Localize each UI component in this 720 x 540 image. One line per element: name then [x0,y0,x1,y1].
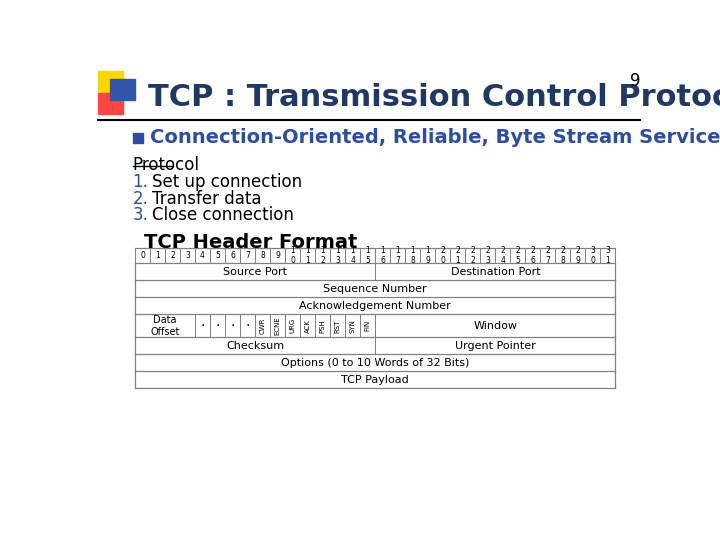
Text: 1
6: 1 6 [380,246,385,266]
Bar [110,79,135,100]
Text: 3
0: 3 0 [590,246,595,266]
Text: 8: 8 [260,251,265,260]
Text: ·: · [200,319,204,333]
Text: 1
5: 1 5 [365,246,370,266]
Text: Data
Offset: Data Offset [150,315,180,336]
Bar [132,132,143,143]
Text: 9: 9 [630,72,640,91]
Text: TCP Header Format: TCP Header Format [144,233,358,252]
Text: Sequence Number: Sequence Number [323,284,427,294]
Text: 2
8: 2 8 [561,246,565,266]
Text: Source Port: Source Port [223,267,287,277]
Text: ·: · [215,319,220,333]
Text: Destination Port: Destination Port [451,267,540,277]
Text: 2.: 2. [132,190,148,207]
Text: TCP : Transmission Control Protocol: TCP : Transmission Control Protocol [148,83,720,112]
Text: 2
3: 2 3 [485,246,490,266]
Text: 2
4: 2 4 [500,246,505,266]
Text: 6: 6 [230,251,235,260]
Text: 2: 2 [170,251,175,260]
Text: 9: 9 [275,251,280,260]
Text: Set up connection: Set up connection [152,173,302,191]
Text: Urgent Pointer: Urgent Pointer [455,341,536,351]
Text: 1
3: 1 3 [336,246,340,266]
Text: ·: · [230,319,235,333]
Text: 1
0: 1 0 [290,246,295,266]
Text: Options (0 to 10 Words of 32 Bits): Options (0 to 10 Words of 32 Bits) [281,358,469,368]
Text: RST: RST [335,319,341,333]
Text: 2
7: 2 7 [546,246,550,266]
Text: 1
2: 1 2 [320,246,325,266]
Text: 5: 5 [215,251,220,260]
Text: Acknowledgement Number: Acknowledgement Number [300,301,451,311]
Bar [98,71,122,92]
Text: 2
2: 2 2 [470,246,475,266]
Text: Close connection: Close connection [152,206,294,225]
Text: Checksum: Checksum [226,341,284,351]
Text: 0: 0 [140,251,145,260]
Text: Transfer data: Transfer data [152,190,261,207]
Text: URG: URG [289,318,296,334]
Text: FIN: FIN [365,320,371,332]
Text: 2
5: 2 5 [516,246,521,266]
Text: 2
0: 2 0 [441,246,445,266]
Text: 1.: 1. [132,173,148,191]
Text: 4: 4 [200,251,205,260]
Bar [98,92,122,114]
Text: 3.: 3. [132,206,148,225]
Text: 2
6: 2 6 [531,246,535,266]
Text: 3: 3 [185,251,190,260]
Text: 2
1: 2 1 [456,246,460,266]
Text: 7: 7 [245,251,250,260]
Text: PSH: PSH [320,319,325,333]
Text: 1
4: 1 4 [350,246,355,266]
Text: CWR: CWR [260,318,266,334]
Text: 1: 1 [155,251,160,260]
Text: TCP Payload: TCP Payload [341,375,409,384]
Text: 1
9: 1 9 [426,246,430,266]
Text: 1
7: 1 7 [395,246,400,266]
Text: 3
1: 3 1 [606,246,611,266]
Text: ·: · [246,319,250,333]
Text: Window: Window [473,321,518,331]
Text: ACK: ACK [305,319,310,333]
Text: SYN: SYN [350,319,356,333]
Text: Connection-Oriented, Reliable, Byte Stream Service: Connection-Oriented, Reliable, Byte Stre… [150,129,720,147]
Text: 2
9: 2 9 [575,246,580,266]
Text: ECNE: ECNE [274,316,281,335]
Text: 1
1: 1 1 [305,246,310,266]
Text: 1
8: 1 8 [410,246,415,266]
Text: Protocol: Protocol [132,156,199,174]
